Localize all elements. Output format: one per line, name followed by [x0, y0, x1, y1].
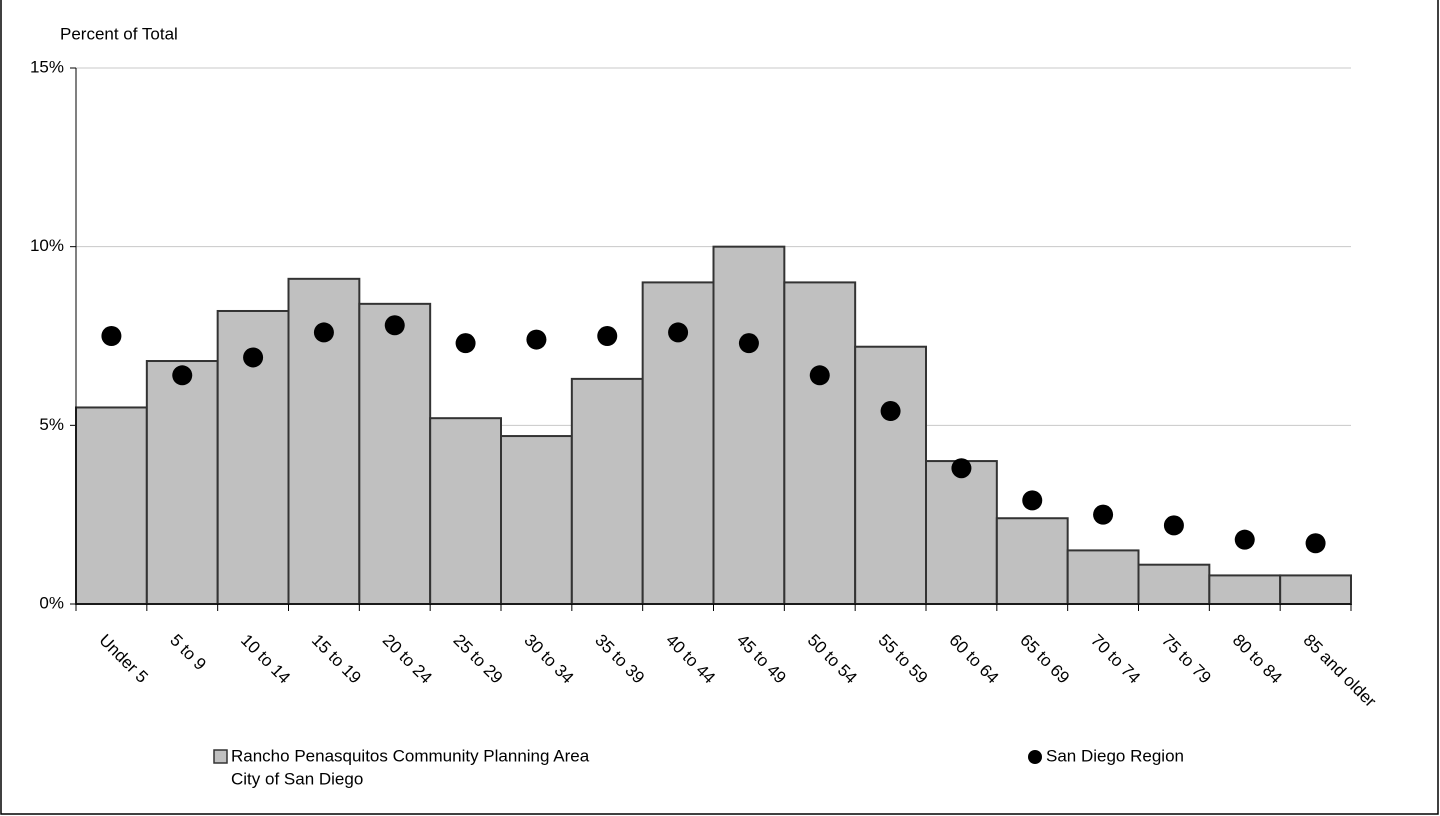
- dot: [668, 322, 689, 343]
- x-tick-label: 10 to 14: [237, 631, 294, 688]
- x-tick-label: 60 to 64: [945, 631, 1002, 688]
- x-tick-label: 75 to 79: [1158, 631, 1215, 688]
- y-axis-label: Percent of Total: [60, 24, 178, 43]
- x-tick-label: 5 to 9: [166, 631, 210, 675]
- legend-swatch: [1028, 750, 1042, 764]
- bar: [145, 360, 219, 605]
- bar: [1208, 574, 1282, 605]
- dot: [101, 326, 122, 346]
- bar: [1137, 563, 1211, 606]
- dot: [1234, 529, 1255, 550]
- legend-label: San Diego Region: [1046, 746, 1184, 765]
- bar: [1279, 574, 1352, 605]
- bar: [712, 245, 786, 606]
- dot: [1022, 490, 1043, 511]
- y-tick-label: 0%: [39, 593, 64, 612]
- x-tick-label: 80 to 84: [1229, 631, 1286, 688]
- dot: [384, 315, 405, 336]
- legend-swatch: [213, 749, 228, 764]
- bar: [500, 435, 573, 606]
- bar: [570, 377, 644, 605]
- x-tick-label: 70 to 74: [1087, 631, 1144, 688]
- legend-note: City of San Diego: [231, 769, 363, 788]
- bar: [429, 417, 502, 606]
- x-tick-label: 50 to 54: [804, 631, 861, 688]
- x-tick-label: 40 to 44: [662, 631, 719, 688]
- dot: [243, 347, 264, 368]
- x-tick-label: 35 to 39: [591, 631, 648, 688]
- x-tick-label: 20 to 24: [379, 631, 436, 688]
- dot: [1093, 504, 1114, 525]
- bar: [783, 281, 857, 605]
- x-tick-label: 45 to 49: [733, 631, 790, 688]
- dot: [313, 322, 334, 343]
- dot: [455, 333, 476, 354]
- x-tick-label: 15 to 19: [308, 631, 365, 688]
- x-tick-label: 30 to 34: [520, 631, 577, 688]
- x-tick-label: 85 and older: [1300, 631, 1381, 712]
- dot: [951, 458, 972, 479]
- x-tick-label: 65 to 69: [1016, 631, 1073, 688]
- dot: [1305, 533, 1326, 554]
- y-tick-label: 5%: [39, 415, 64, 434]
- dot: [809, 365, 830, 386]
- bar: [1066, 549, 1140, 606]
- dot: [738, 333, 759, 354]
- bar: [358, 302, 432, 605]
- bar: [925, 460, 998, 606]
- dot: [172, 365, 193, 386]
- y-tick-label: 10%: [30, 236, 64, 255]
- dot: [1163, 515, 1184, 536]
- bar: [995, 517, 1069, 605]
- dot: [526, 329, 547, 350]
- x-tick-label: Under 5: [95, 631, 151, 687]
- y-tick-label: 15%: [30, 57, 64, 76]
- bar: [854, 345, 928, 605]
- x-tick-label: 55 to 59: [875, 631, 932, 688]
- bar: [75, 406, 148, 606]
- dot: [597, 326, 618, 346]
- legend-label: Rancho Penasquitos Community Planning Ar…: [231, 746, 590, 765]
- x-tick-label: 25 to 29: [450, 631, 507, 688]
- dot: [880, 401, 901, 422]
